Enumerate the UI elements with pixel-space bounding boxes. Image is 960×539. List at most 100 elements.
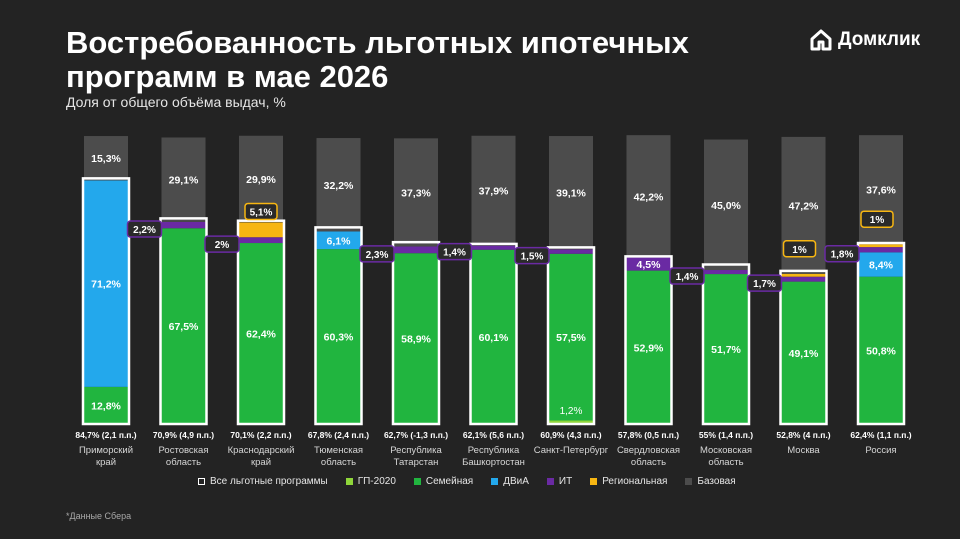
it-callout-box [824,244,860,263]
data-label-base: 45,0% [711,200,741,212]
data-label-family: 60,1% [479,332,509,344]
category-label: область [321,457,356,468]
data-label-it: 2,2% [133,225,156,236]
category-label: край [251,457,271,468]
category-label: область [166,457,201,468]
category-label: Тюменская [314,445,363,456]
legend-item: ИТ [546,476,572,487]
total-label: 70,9% (4,9 п.п.) [153,430,214,440]
data-label-base: 42,2% [634,191,664,203]
data-label-dvia: 8,4% [869,260,894,272]
it-callout-box [359,245,395,263]
category-label: область [631,457,666,468]
category-label: Ростовская [159,445,209,456]
bar-segment-it [239,237,283,244]
total-label: 62,4% (1,1 п.п.) [850,430,911,440]
category-label: Татарстан [394,457,439,468]
data-label-family: 62,4% [246,329,276,341]
bar-segment-dvia [859,252,903,277]
total-label: 62,1% (5,6 п.п.) [463,430,524,440]
legend-item: ГП-2020 [345,476,396,487]
bar-segment-family [859,276,903,424]
bar-segment-family [626,270,671,424]
data-label-base: 47,2% [789,200,819,212]
preferential-outline [469,242,518,426]
category-label: Краснодарский [228,445,295,456]
bar-segment-it [471,245,516,250]
preferential-outline [81,177,131,426]
preferential-outline [624,255,673,426]
bar-segment-family [394,253,438,424]
data-label-family: 51,7% [711,344,741,356]
bar-segment-dvia [84,180,128,387]
bar-segment-regional [239,222,283,238]
total-label: 55% (1,4 п.п.) [699,430,753,440]
data-label-base: 39,1% [556,188,586,200]
data-label-it: 2% [215,240,230,251]
total-label: 52,8% (4 п.п.) [776,430,830,440]
total-label: 60,9% (4,3 п.п.) [540,430,601,440]
preferential-outline [314,226,363,426]
data-label-family: 49,1% [789,348,819,360]
footnote: *Данные Сбера [66,511,132,521]
logo-text: Домклик [838,29,921,50]
bar-segment-it [161,221,206,229]
bar-segment-base [549,136,593,250]
it-callout-box [514,246,550,265]
data-label-regional: 5,1% [250,207,273,218]
legend-swatch [590,478,598,485]
preferential-outline [856,241,906,426]
legend-label: Региональная [602,476,668,487]
it-callout-box [204,235,240,253]
bar-segment-family [704,274,748,424]
domclick-logo: Домклик [809,28,920,52]
bar-segment-base [161,137,206,222]
bar-segment-base [471,135,516,246]
data-label-family: 12,8% [91,400,121,412]
data-label-it: 1,7% [753,279,776,290]
data-label-it: 4,5% [637,259,662,271]
legend-swatch [685,478,693,485]
total-label: 62,7% (-1,3 п.п.) [384,430,448,440]
data-label-regional: 1% [792,245,807,256]
category-label: Россия [865,445,896,456]
preferential-outline [236,219,286,426]
legend-item: Все льготные программы [198,476,328,487]
data-label-family: 60,3% [324,332,354,344]
bar-segment-base [316,138,361,232]
preferential-outline [159,217,208,426]
bar-segment-gp2020 [549,420,593,424]
data-label-gp2020: 1,2% [560,406,583,417]
total-label: 57,8% (0,5 п.п.) [618,430,679,440]
chart-subtitle: Доля от общего объёма выдач, % [66,94,286,110]
chart-title: Востребованность льготных ипотечных прог… [66,25,689,94]
data-label-family: 58,9% [401,334,431,346]
data-label-family: 52,9% [634,342,664,354]
preferential-outline [546,246,596,426]
data-label-family: 50,8% [866,345,896,357]
regional-callout-box [244,202,278,221]
legend-label: Базовая [697,476,736,487]
data-label-family: 67,5% [169,321,199,333]
bar-segment-it [781,276,826,282]
category-label: край [96,457,116,468]
legend-swatch [345,478,353,485]
total-label: 70,1% (2,2 п.п.) [230,430,291,440]
category-label: Санкт-Петербург [534,445,609,456]
regional-callout-box [860,210,894,228]
legend-swatch [491,478,499,485]
data-label-base: 37,6% [866,185,896,197]
bar-segment-it [626,257,671,271]
category-label: Московская [700,445,752,456]
bar-segment-family [471,249,516,424]
category-label: Республика [390,445,442,456]
house-icon [810,29,832,51]
legend-item: Базовая [685,476,736,487]
bar-segment-family [161,228,206,424]
category-label: Башкортостан [462,457,525,468]
it-callout-box [746,274,783,292]
bar-segment-regional [859,244,903,248]
data-label-it: 1,8% [831,250,854,261]
legend-label: Все льготные программы [210,476,328,487]
